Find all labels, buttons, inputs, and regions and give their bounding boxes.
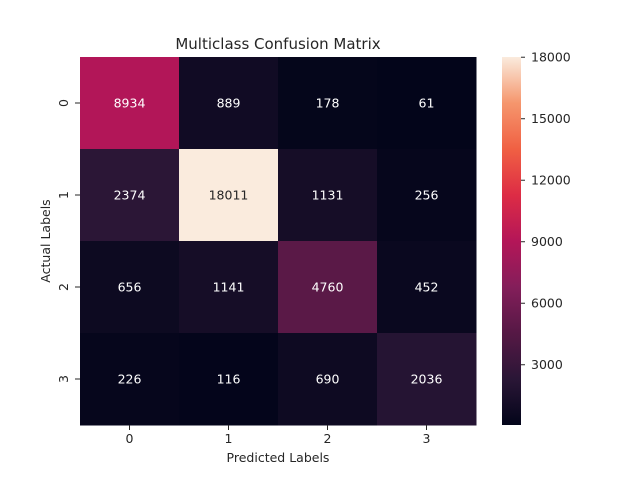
cell-value-label: 226 bbox=[118, 372, 142, 387]
cell-value-label: 656 bbox=[118, 280, 142, 295]
y-tick-label: 0 bbox=[56, 99, 71, 107]
heatmap-cell bbox=[179, 57, 279, 150]
colorbar-tick-label: 6000 bbox=[531, 296, 563, 311]
colorbar-tick-label: 15000 bbox=[531, 111, 571, 126]
y-tick-label: 1 bbox=[56, 191, 71, 199]
cell-value-label: 18011 bbox=[209, 188, 249, 203]
heatmap-cell bbox=[377, 57, 477, 150]
cell-value-label: 4760 bbox=[312, 280, 344, 295]
cell-value-label: 256 bbox=[415, 188, 439, 203]
colorbar-ticks: 3000 6000 9000 12000 15000 18000 bbox=[521, 50, 571, 372]
x-tick-label: 0 bbox=[126, 431, 134, 446]
cell-value-label: 889 bbox=[217, 96, 241, 111]
heatmap-cell bbox=[278, 333, 378, 426]
heatmap-cell bbox=[278, 57, 378, 150]
heatmap-cell bbox=[179, 149, 279, 242]
cell-value-label: 8934 bbox=[114, 96, 146, 111]
x-axis-ticks: 0 1 2 3 bbox=[126, 425, 431, 446]
y-axis-label: Actual Labels bbox=[38, 199, 53, 282]
cell-value-label: 61 bbox=[419, 96, 435, 111]
cell-value-label: 452 bbox=[415, 280, 439, 295]
heatmap-cell bbox=[377, 333, 477, 426]
colorbar-tick-label: 3000 bbox=[531, 357, 563, 372]
x-tick-label: 1 bbox=[225, 431, 233, 446]
cell-value-label: 178 bbox=[316, 96, 340, 111]
colorbar bbox=[502, 57, 521, 425]
cell-value-label: 116 bbox=[217, 372, 241, 387]
heatmap-cell bbox=[80, 333, 180, 426]
heatmap-cell bbox=[278, 149, 378, 242]
colorbar-tick-label: 18000 bbox=[531, 50, 571, 65]
heatmap-cell bbox=[80, 149, 180, 242]
x-axis-label: Predicted Labels bbox=[227, 450, 330, 465]
colorbar-tick-label: 12000 bbox=[531, 173, 571, 188]
heatmap-cell bbox=[80, 241, 180, 334]
heatmap-cell bbox=[80, 57, 180, 150]
cell-value-label: 1131 bbox=[312, 188, 344, 203]
y-tick-label: 3 bbox=[56, 375, 71, 383]
y-tick-label: 2 bbox=[56, 283, 71, 291]
colorbar-tick-label: 9000 bbox=[531, 234, 563, 249]
cell-value-label: 2036 bbox=[411, 372, 443, 387]
cell-value-label: 1141 bbox=[213, 280, 245, 295]
x-tick-label: 2 bbox=[324, 431, 332, 446]
y-axis-ticks: 0 1 2 3 bbox=[56, 99, 80, 383]
cell-value-label: 690 bbox=[316, 372, 340, 387]
heatmap-cell bbox=[377, 241, 477, 334]
cell-value-label: 2374 bbox=[114, 188, 146, 203]
heatmap-cell bbox=[377, 149, 477, 242]
heatmap-cell bbox=[179, 333, 279, 426]
heatmap-cell bbox=[278, 241, 378, 334]
heatmap-cell bbox=[179, 241, 279, 334]
heatmap-cells: 8934 889 178 61 2374 18011 1131 256 656 1141 4760 4… bbox=[80, 57, 477, 426]
x-tick-label: 3 bbox=[423, 431, 431, 446]
chart-title: Multiclass Confusion Matrix bbox=[175, 35, 380, 53]
